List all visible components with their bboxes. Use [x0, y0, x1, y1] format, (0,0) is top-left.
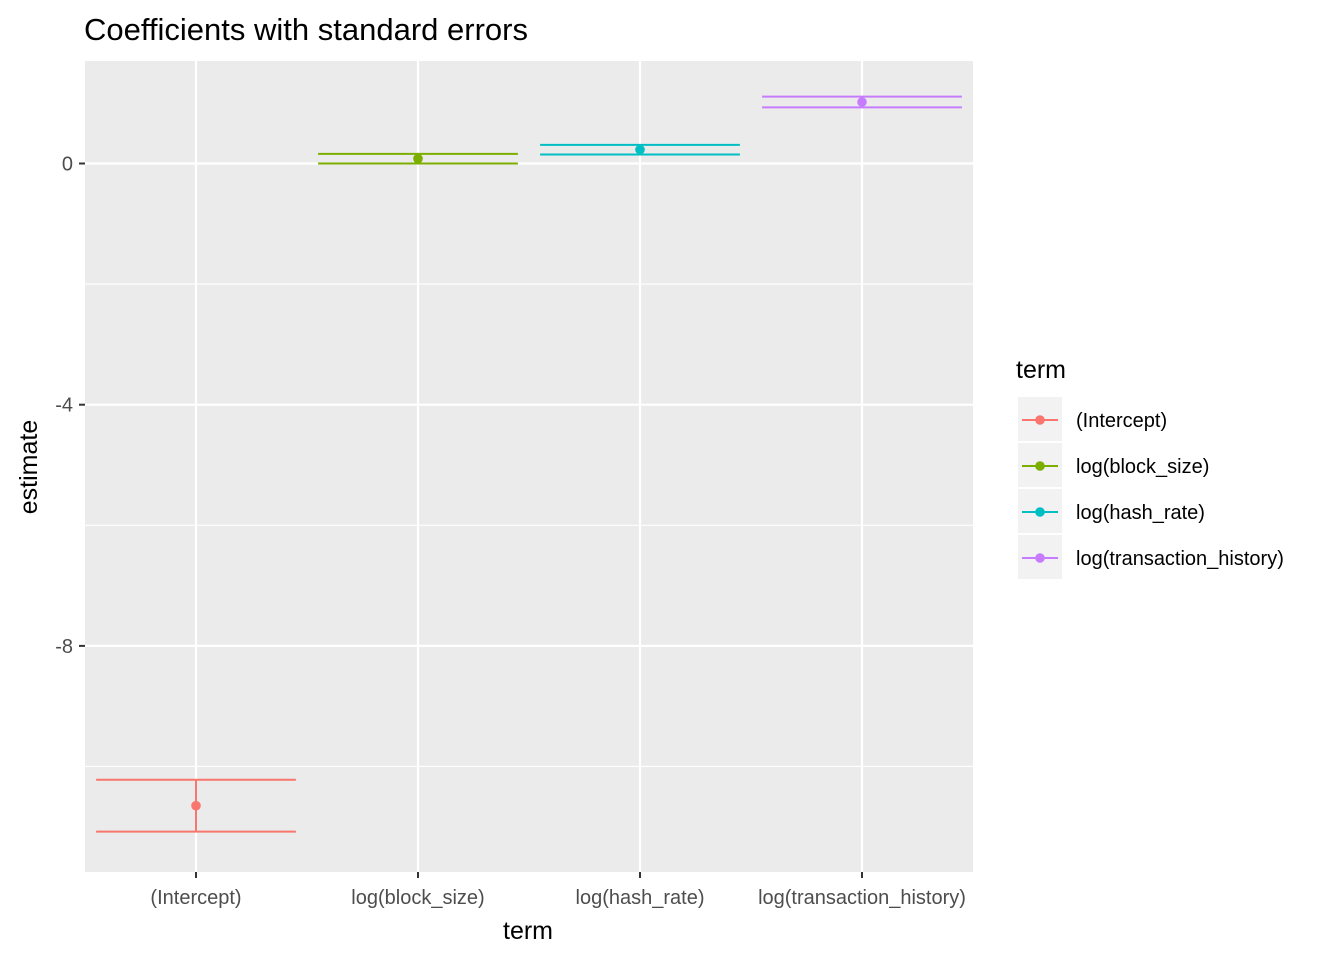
- legend-item: log(transaction_history): [1018, 535, 1284, 579]
- legend-key-point: [1035, 553, 1045, 563]
- legend-label: log(transaction_history): [1076, 548, 1284, 570]
- legend-key-point: [1035, 507, 1045, 517]
- minor-gridlines: [85, 283, 973, 768]
- x-tick-label: log(transaction_history): [758, 887, 966, 909]
- y-tick-label: -4: [55, 395, 73, 417]
- error-bar-group: [318, 152, 518, 165]
- x-axis-title: term: [503, 917, 553, 945]
- y-axis: 0 -4 -8: [55, 154, 85, 658]
- y-tick-label: -8: [55, 636, 73, 658]
- legend-item: log(hash_rate): [1018, 489, 1205, 533]
- legend-key-point: [1035, 415, 1045, 425]
- legend-item: (Intercept): [1018, 397, 1167, 441]
- legend: term (Intercept) log(block_size) log(hash_…: [1016, 356, 1284, 579]
- legend-label: (Intercept): [1076, 410, 1167, 432]
- chart-title: Coefficients with standard errors: [84, 12, 528, 47]
- legend-item: log(block_size): [1018, 443, 1209, 487]
- error-bar-group: [540, 143, 740, 156]
- x-tick-label: log(block_size): [351, 887, 484, 909]
- plot-panel: [85, 61, 973, 872]
- y-axis-title: estimate: [15, 420, 43, 514]
- x-axis: (Intercept) log(block_size) log(hash_rate)…: [150, 872, 966, 909]
- legend-label: log(block_size): [1076, 456, 1209, 478]
- major-gridlines: [85, 61, 973, 872]
- error-bars: [96, 95, 962, 833]
- x-tick-label: (Intercept): [150, 887, 241, 909]
- legend-label: log(hash_rate): [1076, 502, 1205, 524]
- x-tick-label: log(hash_rate): [576, 887, 705, 909]
- estimate-point: [635, 144, 645, 155]
- estimate-point: [413, 153, 423, 164]
- estimate-point: [191, 800, 201, 811]
- y-tick-label: 0: [62, 154, 73, 176]
- legend-key-point: [1035, 461, 1045, 471]
- error-bar-group: [96, 778, 296, 833]
- legend-title: term: [1016, 356, 1066, 384]
- estimate-point: [857, 97, 867, 107]
- error-bar-group: [762, 95, 962, 109]
